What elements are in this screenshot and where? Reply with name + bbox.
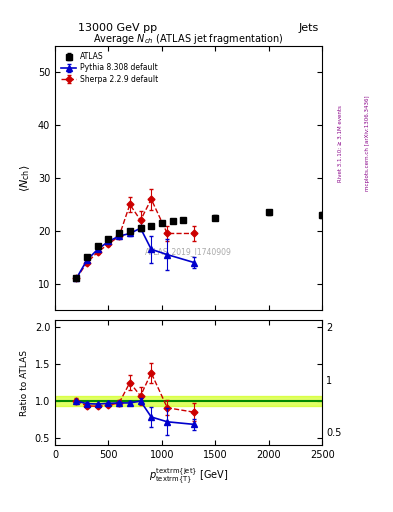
Text: Jets: Jets — [298, 23, 318, 33]
Title: Average $N_{ch}$ (ATLAS jet fragmentation): Average $N_{ch}$ (ATLAS jet fragmentatio… — [94, 32, 284, 46]
Text: Rivet 3.1.10; ≥ 3.1M events: Rivet 3.1.10; ≥ 3.1M events — [338, 105, 343, 182]
Text: mcplots.cern.ch [arXiv:1306.3436]: mcplots.cern.ch [arXiv:1306.3436] — [365, 96, 371, 191]
Text: 13000 GeV pp: 13000 GeV pp — [78, 23, 158, 33]
Text: 2: 2 — [326, 323, 332, 333]
Y-axis label: $\langle N_{\rm ch} \rangle$: $\langle N_{\rm ch} \rangle$ — [18, 164, 32, 192]
Text: ATLAS_2019_I1740909: ATLAS_2019_I1740909 — [145, 247, 232, 257]
Legend: ATLAS, Pythia 8.308 default, Sherpa 2.2.9 default: ATLAS, Pythia 8.308 default, Sherpa 2.2.… — [59, 50, 161, 86]
Text: 0.5: 0.5 — [326, 428, 342, 438]
X-axis label: $p_{\rm textrm\{T\}}^{\rm textrm\{jet\}}$ [GeV]: $p_{\rm textrm\{T\}}^{\rm textrm\{jet\}}… — [149, 466, 228, 486]
Text: 1: 1 — [326, 376, 332, 387]
Bar — [55, 396, 322, 406]
Y-axis label: Ratio to ATLAS: Ratio to ATLAS — [20, 350, 29, 416]
